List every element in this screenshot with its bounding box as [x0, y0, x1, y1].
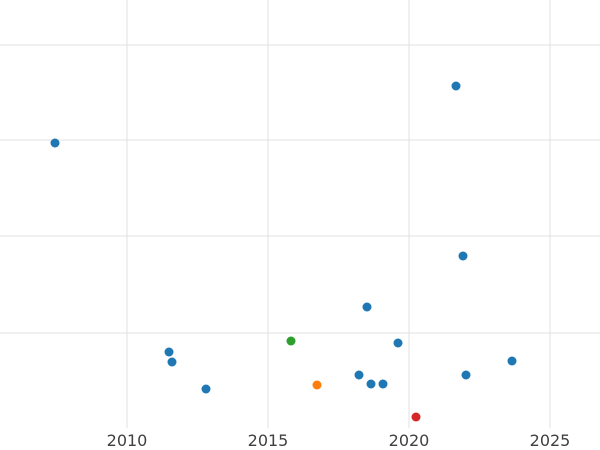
data-point-series-blue [50, 138, 60, 148]
x-tick-label: 2020 [389, 431, 430, 450]
data-point-series-blue [164, 347, 174, 357]
data-point-series-blue [366, 379, 376, 389]
data-points [50, 81, 517, 422]
data-point-series-blue [378, 379, 388, 389]
data-point-series-orange [312, 380, 322, 390]
data-point-series-blue [354, 370, 364, 380]
x-tick-label: 2025 [530, 431, 571, 450]
data-point-series-red [411, 412, 421, 422]
data-point-series-blue [461, 370, 471, 380]
data-point-series-green [286, 336, 296, 346]
x-tick-label: 2010 [107, 431, 148, 450]
data-point-series-blue [458, 251, 468, 261]
data-point-series-blue [167, 357, 177, 367]
x-axis-tick-labels: 2010 2015 2020 2025 [107, 431, 571, 450]
data-point-series-blue [507, 356, 517, 366]
x-tick-label: 2015 [248, 431, 289, 450]
data-point-series-blue [201, 384, 211, 394]
data-point-series-blue [451, 81, 461, 91]
data-point-series-blue [362, 302, 372, 312]
data-point-series-blue [393, 338, 403, 348]
gridlines [0, 0, 600, 428]
